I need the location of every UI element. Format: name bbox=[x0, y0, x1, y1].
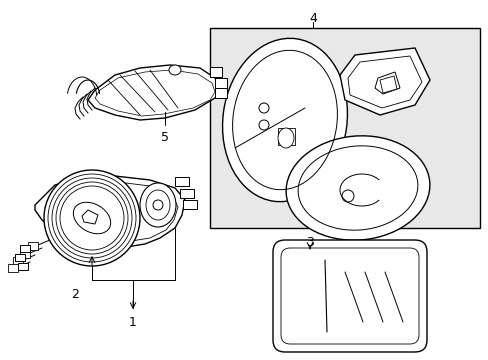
Polygon shape bbox=[209, 67, 222, 77]
Polygon shape bbox=[183, 200, 197, 209]
Polygon shape bbox=[175, 177, 189, 186]
Text: 1: 1 bbox=[129, 315, 137, 328]
Polygon shape bbox=[28, 242, 38, 250]
Ellipse shape bbox=[341, 190, 353, 202]
Polygon shape bbox=[215, 88, 226, 98]
Polygon shape bbox=[20, 250, 30, 258]
Ellipse shape bbox=[169, 65, 181, 75]
Ellipse shape bbox=[73, 202, 110, 234]
Polygon shape bbox=[215, 78, 226, 88]
Polygon shape bbox=[339, 48, 429, 115]
Text: 5: 5 bbox=[161, 131, 169, 144]
Text: 4: 4 bbox=[308, 12, 316, 24]
Polygon shape bbox=[13, 257, 23, 265]
Bar bbox=[209, 28, 479, 228]
Polygon shape bbox=[20, 245, 30, 252]
Ellipse shape bbox=[44, 170, 140, 266]
FancyBboxPatch shape bbox=[272, 240, 426, 352]
Polygon shape bbox=[374, 72, 399, 94]
Ellipse shape bbox=[259, 120, 268, 130]
Text: 2: 2 bbox=[71, 288, 79, 302]
Polygon shape bbox=[347, 56, 421, 108]
Text: 3: 3 bbox=[305, 235, 313, 248]
Polygon shape bbox=[88, 65, 220, 120]
Ellipse shape bbox=[153, 200, 163, 210]
Ellipse shape bbox=[140, 183, 176, 227]
Ellipse shape bbox=[259, 103, 268, 113]
Ellipse shape bbox=[222, 39, 347, 202]
Polygon shape bbox=[8, 264, 18, 272]
Polygon shape bbox=[180, 189, 194, 198]
Polygon shape bbox=[15, 254, 25, 261]
Polygon shape bbox=[379, 76, 396, 93]
Polygon shape bbox=[18, 263, 28, 270]
Polygon shape bbox=[82, 210, 98, 224]
Polygon shape bbox=[278, 128, 294, 145]
Polygon shape bbox=[35, 176, 184, 248]
Ellipse shape bbox=[278, 128, 293, 148]
Ellipse shape bbox=[285, 136, 429, 240]
FancyBboxPatch shape bbox=[281, 248, 418, 344]
